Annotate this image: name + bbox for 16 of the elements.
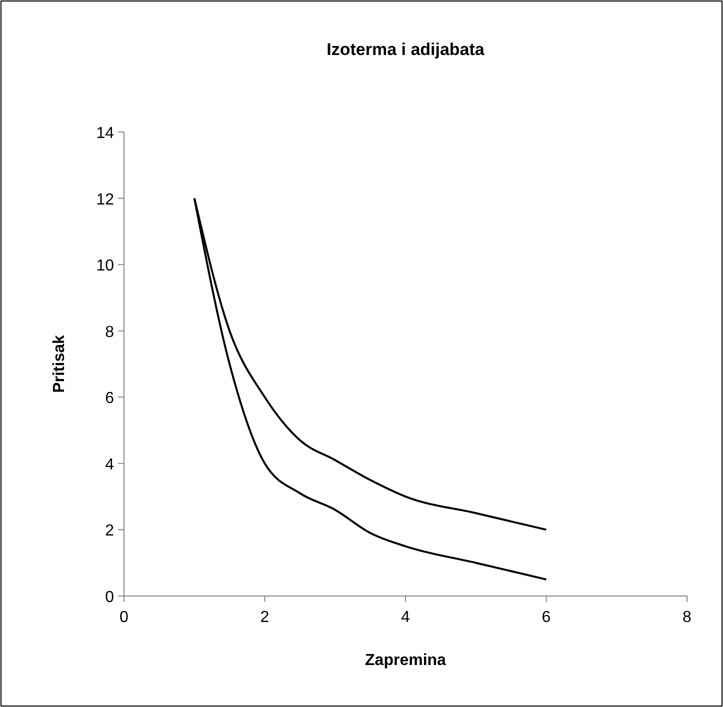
y-tick-label: 14 [96, 125, 114, 142]
y-tick-label: 6 [105, 390, 114, 408]
y-tick-label: 0 [105, 589, 114, 606]
x-tick-label: 0 [120, 609, 129, 626]
y-tick-label: 8 [105, 324, 114, 341]
y-tick-label: 12 [96, 191, 114, 208]
y-tick-label: 2 [105, 522, 114, 540]
y-tick-label: 10 [96, 258, 114, 275]
x-tick-label: 6 [542, 609, 551, 626]
y-axis-title: Pritisak [51, 334, 68, 393]
x-axis-title: Zapremina [365, 652, 446, 669]
y-tick-label: 4 [105, 456, 114, 474]
x-tick-label: 8 [682, 609, 692, 626]
chart-title: Izoterma i adijabata [326, 40, 485, 59]
x-tick-label: 4 [401, 609, 410, 626]
x-tick-label: 2 [260, 609, 270, 626]
